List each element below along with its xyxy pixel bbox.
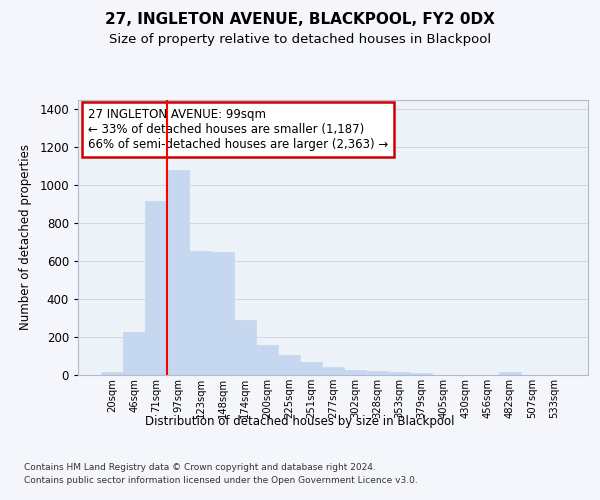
Text: Distribution of detached houses by size in Blackpool: Distribution of detached houses by size … <box>145 415 455 428</box>
Bar <box>233 320 256 375</box>
Bar <box>190 251 212 375</box>
Text: Contains HM Land Registry data © Crown copyright and database right 2024.: Contains HM Land Registry data © Crown c… <box>24 462 376 471</box>
Y-axis label: Number of detached properties: Number of detached properties <box>19 144 32 330</box>
Bar <box>167 170 190 375</box>
Bar <box>344 370 366 375</box>
Text: 27, INGLETON AVENUE, BLACKPOOL, FY2 0DX: 27, INGLETON AVENUE, BLACKPOOL, FY2 0DX <box>105 12 495 28</box>
Bar <box>366 371 388 375</box>
Bar <box>101 372 123 375</box>
Bar <box>388 372 410 375</box>
Bar <box>256 344 278 375</box>
Bar <box>278 354 300 375</box>
Text: Size of property relative to detached houses in Blackpool: Size of property relative to detached ho… <box>109 32 491 46</box>
Bar <box>499 372 521 375</box>
Bar <box>145 200 167 375</box>
Bar <box>212 252 233 375</box>
Text: Contains public sector information licensed under the Open Government Licence v3: Contains public sector information licen… <box>24 476 418 485</box>
Bar <box>300 362 322 375</box>
Text: 27 INGLETON AVENUE: 99sqm
← 33% of detached houses are smaller (1,187)
66% of se: 27 INGLETON AVENUE: 99sqm ← 33% of detac… <box>88 108 388 151</box>
Bar <box>123 332 145 375</box>
Bar <box>322 368 344 375</box>
Bar <box>410 373 433 375</box>
